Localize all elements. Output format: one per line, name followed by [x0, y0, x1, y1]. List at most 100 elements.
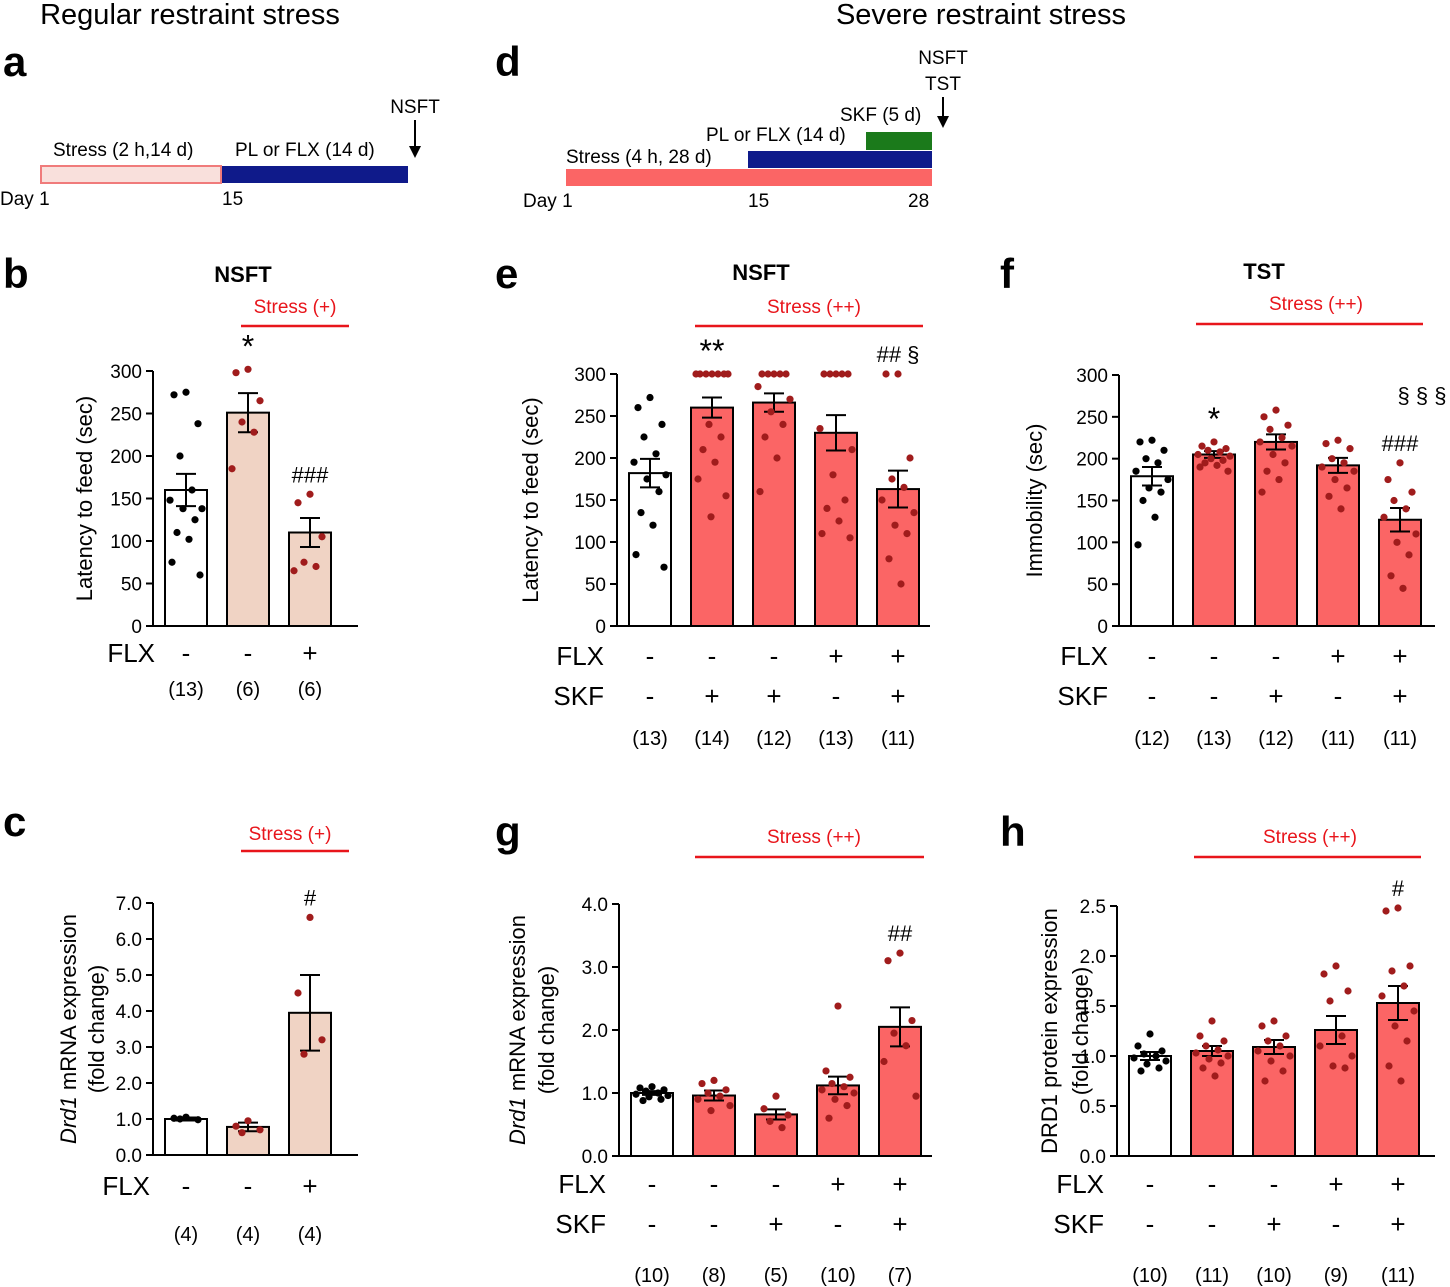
data-point	[841, 496, 849, 504]
data-point	[823, 504, 831, 512]
data-point	[1334, 436, 1342, 444]
data-point	[831, 1095, 839, 1103]
bar-stress-skf	[752, 401, 796, 627]
treatment-sign: -	[710, 1169, 719, 1199]
y-tick-label: 250	[110, 405, 142, 426]
y-tick-label: 3.0	[582, 958, 608, 979]
stress-label-d: Stress (4 h, 28 d)	[566, 147, 712, 168]
data-point	[1217, 1059, 1225, 1067]
data-point	[649, 521, 657, 529]
bar-control	[164, 489, 208, 627]
data-point	[1146, 1030, 1154, 1038]
data-point	[760, 1105, 768, 1113]
sample-size: (4)	[236, 1224, 260, 1246]
y-axis-label: Drd1 mRNA expression	[505, 915, 530, 1145]
data-point	[705, 420, 713, 428]
data-point	[1329, 1062, 1337, 1070]
y-tick-label: 0	[595, 617, 606, 638]
data-point	[704, 1089, 712, 1097]
panel-f: f TST Stress (++) 0 50 100 150 200 250 300 Immobil…	[1000, 250, 1446, 750]
data-point	[1337, 505, 1345, 513]
data-point	[834, 1002, 842, 1010]
data-point	[658, 420, 666, 428]
y-axis-label: Latency to feed (sec)	[72, 396, 97, 601]
data-point	[1270, 1017, 1278, 1025]
significance-mark: ###	[292, 462, 329, 487]
header-regular: Regular restraint stress	[40, 0, 340, 31]
bar-stress-flx	[814, 431, 858, 627]
data-point	[908, 1016, 916, 1025]
treatment-sign: +	[704, 681, 719, 711]
y-tick-label: 200	[110, 447, 142, 468]
data-point	[826, 370, 834, 378]
data-point	[256, 397, 264, 405]
y-tick-label: 0.0	[1080, 1147, 1106, 1168]
bar-control	[1130, 475, 1174, 627]
y-tick-label: 50	[585, 575, 606, 596]
data-point	[906, 454, 914, 462]
data-point	[710, 1076, 718, 1084]
data-point	[786, 395, 794, 403]
data-point	[1136, 438, 1144, 446]
data-point	[707, 513, 715, 521]
row-label-flx: FLX	[1056, 1169, 1104, 1199]
data-point	[1343, 484, 1351, 492]
treatment-sign: -	[648, 1169, 657, 1199]
treatment-sign: -	[1208, 1209, 1217, 1239]
panel-a: a Stress (2 h,14 d) PL or FLX (14 d) NSF…	[0, 38, 440, 210]
data-point	[664, 1091, 672, 1100]
data-point	[1340, 459, 1348, 467]
row-label-flx: FLX	[107, 638, 155, 668]
row-label-skf: SKF	[553, 681, 604, 711]
treatment-sign: -	[648, 1209, 657, 1239]
y-tick-label: 3.0	[116, 1038, 142, 1059]
treatment-sign: -	[1148, 681, 1157, 711]
data-point	[1328, 455, 1336, 463]
day-mid-a: 15	[222, 189, 243, 210]
y-tick-label: 250	[1076, 408, 1108, 429]
treatment-sign: -	[1332, 1209, 1341, 1239]
panel-letter-d: d	[495, 38, 521, 85]
data-point	[694, 1095, 702, 1103]
data-point	[232, 1122, 240, 1130]
data-point	[306, 490, 314, 498]
y-axis-label: Latency to feed (sec)	[518, 397, 543, 602]
y-tick-label: 150	[574, 491, 606, 512]
data-point	[726, 1102, 734, 1110]
data-point	[1224, 1052, 1232, 1060]
data-point	[196, 571, 204, 579]
sample-size: (12)	[1258, 728, 1294, 750]
data-point	[1208, 1017, 1216, 1025]
treatment-sign: -	[1146, 1169, 1155, 1199]
y-axis-label: Immobility (sec)	[1022, 423, 1047, 577]
data-point	[761, 433, 769, 441]
data-point	[1382, 907, 1390, 915]
data-point	[840, 1083, 848, 1091]
data-point	[244, 365, 252, 373]
data-point	[692, 370, 700, 378]
data-point	[662, 471, 670, 479]
y-axis-label-gene: Drd1	[505, 1097, 530, 1145]
data-point	[1282, 1032, 1290, 1040]
data-point	[1155, 1064, 1163, 1072]
data-point	[1157, 488, 1165, 496]
data-point	[1214, 1046, 1222, 1054]
test-label-a: NSFT	[390, 97, 440, 118]
data-point	[1210, 438, 1218, 446]
significance-mark: ###	[1382, 431, 1419, 456]
data-point	[699, 446, 707, 454]
data-point	[1325, 492, 1333, 500]
data-point	[170, 391, 178, 399]
sample-size: (11)	[1383, 728, 1417, 750]
y-tick-label: 200	[1076, 450, 1108, 471]
bar-stress-skf	[1254, 440, 1298, 627]
data-point	[1151, 513, 1159, 521]
data-point	[630, 458, 638, 466]
data-point	[825, 1114, 833, 1122]
data-point	[1284, 421, 1292, 429]
sample-size: (10)	[1132, 1265, 1168, 1287]
y-tick-label: 0.0	[116, 1146, 142, 1167]
data-point	[166, 496, 174, 504]
bar-stress	[1192, 453, 1236, 627]
data-point	[822, 1067, 830, 1075]
